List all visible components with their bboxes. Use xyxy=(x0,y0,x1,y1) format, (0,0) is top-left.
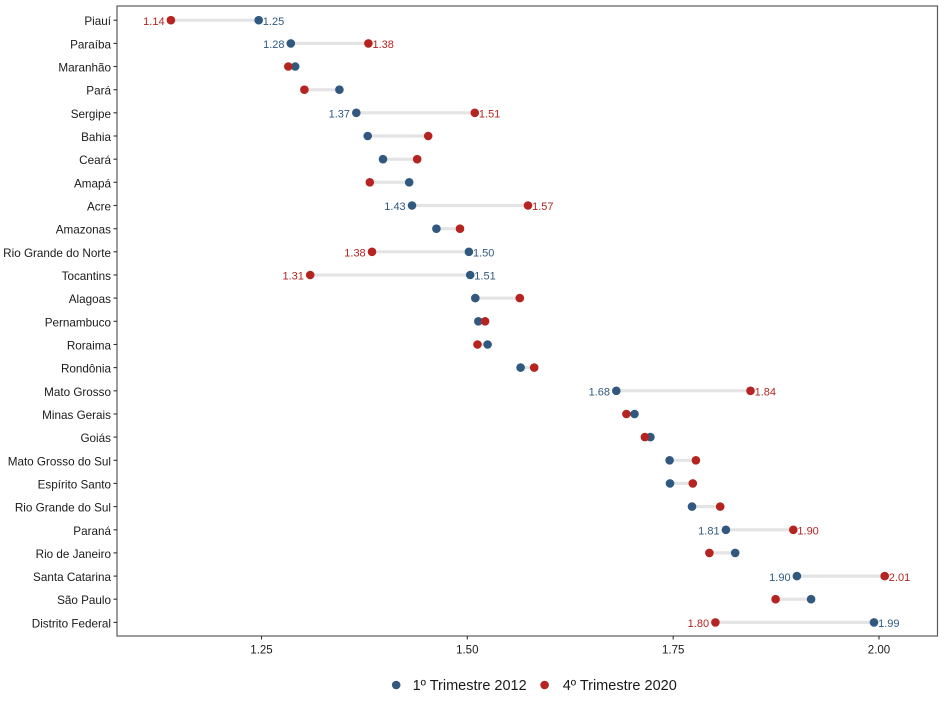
svg-text:1.90: 1.90 xyxy=(797,526,818,538)
svg-text:Alagoas: Alagoas xyxy=(69,293,111,306)
svg-text:1.50: 1.50 xyxy=(456,645,478,657)
svg-text:São Paulo: São Paulo xyxy=(57,594,111,607)
svg-text:Piauí: Piauí xyxy=(84,15,111,28)
svg-text:Roraima: Roraima xyxy=(67,340,112,353)
svg-text:1.38: 1.38 xyxy=(344,248,365,260)
svg-text:Espírito Santo: Espírito Santo xyxy=(38,478,112,491)
svg-text:Goiás: Goiás xyxy=(80,432,111,445)
svg-text:1.75: 1.75 xyxy=(662,645,684,657)
svg-text:1.80: 1.80 xyxy=(688,618,709,630)
svg-text:1.50: 1.50 xyxy=(473,248,494,260)
svg-text:2.01: 2.01 xyxy=(889,572,910,584)
svg-text:Bahia: Bahia xyxy=(81,131,111,144)
svg-text:Rondônia: Rondônia xyxy=(61,363,112,376)
svg-text:1.51: 1.51 xyxy=(479,109,500,121)
svg-text:1.28: 1.28 xyxy=(263,39,284,51)
svg-text:Sergipe: Sergipe xyxy=(71,108,111,121)
svg-text:1.51: 1.51 xyxy=(474,271,495,283)
svg-text:1.43: 1.43 xyxy=(384,201,405,213)
svg-text:4º Trimestre 2020: 4º Trimestre 2020 xyxy=(563,678,677,694)
svg-text:1º Trimestre 2012: 1º Trimestre 2012 xyxy=(413,678,527,694)
svg-text:Santa Catarina: Santa Catarina xyxy=(33,571,111,584)
svg-text:1.38: 1.38 xyxy=(373,39,394,51)
svg-text:1.81: 1.81 xyxy=(698,526,719,538)
svg-text:Mato Grosso: Mato Grosso xyxy=(44,386,111,399)
svg-text:1.90: 1.90 xyxy=(769,572,790,584)
svg-text:Rio de Janeiro: Rio de Janeiro xyxy=(36,548,112,561)
svg-text:2.00: 2.00 xyxy=(868,645,890,657)
svg-text:1.25: 1.25 xyxy=(263,16,284,28)
svg-text:Amapá: Amapá xyxy=(74,177,112,190)
svg-text:Mato Grosso do Sul: Mato Grosso do Sul xyxy=(8,455,111,468)
svg-text:1.37: 1.37 xyxy=(329,109,350,121)
svg-text:Maranhão: Maranhão xyxy=(58,62,111,75)
svg-text:Minas Gerais: Minas Gerais xyxy=(42,409,111,422)
svg-text:1.14: 1.14 xyxy=(143,16,164,28)
svg-text:Acre: Acre xyxy=(87,201,111,214)
svg-text:Paraná: Paraná xyxy=(73,525,111,538)
svg-text:Amazonas: Amazonas xyxy=(56,224,111,237)
svg-text:1.57: 1.57 xyxy=(532,201,553,213)
svg-text:1.99: 1.99 xyxy=(878,618,899,630)
svg-text:Pará: Pará xyxy=(86,85,111,98)
svg-text:Rio Grande do Norte: Rio Grande do Norte xyxy=(3,247,111,260)
svg-text:Rio Grande do Sul: Rio Grande do Sul xyxy=(15,502,111,515)
svg-text:Distrito Federal: Distrito Federal xyxy=(32,617,111,630)
svg-text:1.25: 1.25 xyxy=(250,645,272,657)
svg-text:Tocantins: Tocantins xyxy=(62,270,112,283)
svg-text:1.68: 1.68 xyxy=(589,387,610,399)
svg-text:Ceará: Ceará xyxy=(79,154,111,167)
svg-text:Pernambuco: Pernambuco xyxy=(45,316,112,329)
svg-text:1.84: 1.84 xyxy=(755,387,776,399)
svg-text:Paraíba: Paraíba xyxy=(70,38,111,51)
svg-text:1.31: 1.31 xyxy=(282,271,303,283)
